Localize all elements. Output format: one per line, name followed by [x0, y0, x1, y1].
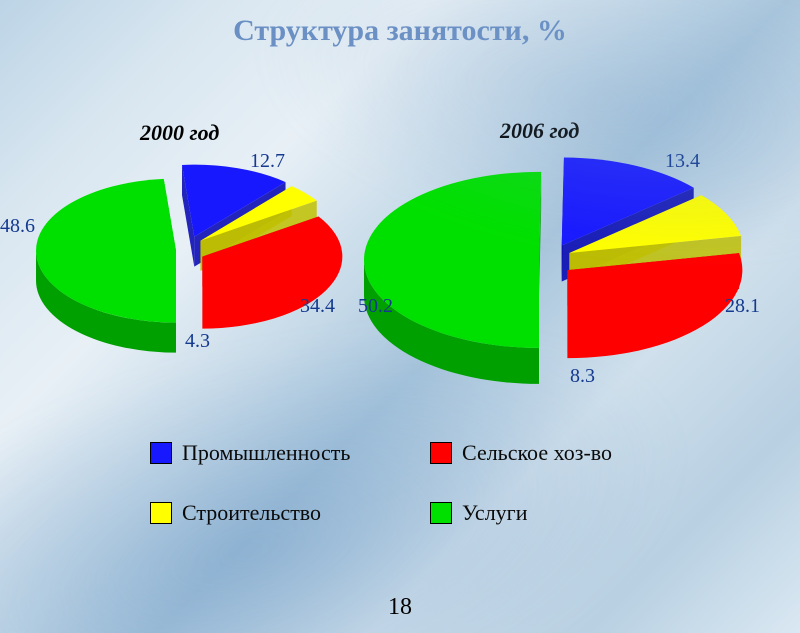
legend-label: Промышленность	[182, 440, 350, 466]
slice-value-label: 13.4	[665, 150, 700, 173]
slice-value-label: 12.7	[250, 150, 285, 173]
legend-item: Сельское хоз-во	[430, 440, 670, 466]
page-number: 18	[0, 594, 800, 621]
legend-swatch	[430, 502, 452, 524]
slice-value-label: 50.2	[358, 295, 393, 318]
slice-value-label: 28.1	[725, 295, 760, 318]
legend-swatch	[150, 502, 172, 524]
legend-item: Промышленность	[150, 440, 390, 466]
legend-label: Строительство	[182, 500, 321, 526]
slice-value-label: 4.3	[185, 330, 210, 353]
legend-swatch	[430, 442, 452, 464]
slice-value-label: 34.4	[300, 295, 335, 318]
legend-item: Услуги	[430, 500, 670, 526]
slice-value-label: 48.6	[0, 215, 35, 238]
pie-charts-canvas	[0, 0, 800, 633]
pie-slice	[567, 253, 742, 358]
legend-item: Строительство	[150, 500, 390, 526]
legend-label: Услуги	[462, 500, 527, 526]
slice-value-label: 8.3	[570, 365, 595, 388]
legend: Промышленность Сельское хоз-во Строитель…	[150, 440, 670, 526]
legend-swatch	[150, 442, 172, 464]
legend-label: Сельское хоз-во	[462, 440, 612, 466]
